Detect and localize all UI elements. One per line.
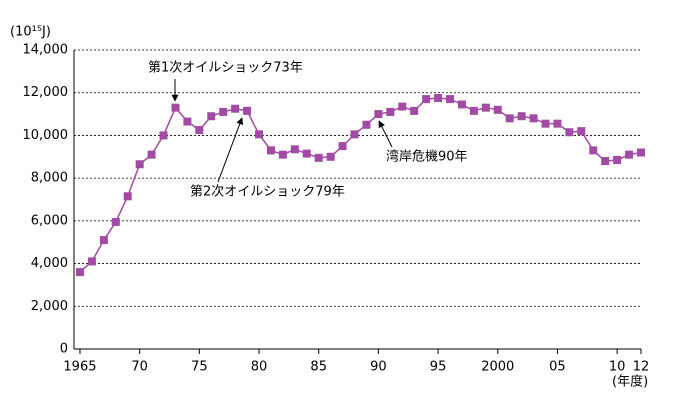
marker	[278, 150, 287, 159]
marker	[243, 106, 252, 115]
marker	[255, 130, 264, 139]
marker	[266, 146, 275, 155]
marker	[577, 127, 586, 136]
marker	[183, 117, 192, 126]
arrow	[217, 117, 244, 183]
marker	[601, 157, 610, 166]
marker	[111, 217, 120, 226]
marker	[386, 107, 395, 116]
y-tick-label: 12,000	[23, 85, 69, 100]
marker	[469, 106, 478, 115]
marker	[481, 103, 490, 112]
marker	[326, 152, 335, 161]
marker	[159, 131, 168, 140]
x-tick-label: 12	[633, 360, 650, 375]
x-tick-label: 85	[310, 360, 327, 375]
marker	[207, 112, 216, 121]
x-tick-label: 05	[549, 360, 566, 375]
marker	[422, 95, 431, 104]
marker	[565, 128, 574, 137]
marker	[637, 148, 645, 157]
marker	[231, 104, 240, 113]
marker	[302, 149, 311, 158]
annotation: 第1次オイルショック73年	[148, 60, 303, 76]
x-tick-label: 80	[251, 360, 268, 375]
marker	[135, 160, 144, 169]
marker	[374, 110, 383, 119]
y-unit-label: (10¹⁵J)	[10, 25, 51, 40]
marker	[398, 102, 407, 111]
marker	[529, 114, 538, 123]
marker	[195, 126, 204, 135]
x-tick-label: 1965	[63, 360, 96, 375]
marker	[553, 119, 562, 128]
x-unit-label: (年度)	[612, 374, 648, 390]
x-tick-label: 90	[370, 360, 387, 375]
marker	[434, 94, 443, 103]
marker	[99, 236, 108, 245]
y-tick-label: 0	[60, 342, 68, 357]
marker	[171, 103, 180, 112]
marker	[589, 146, 598, 155]
marker	[457, 100, 466, 109]
marker	[541, 119, 550, 128]
marker	[87, 257, 96, 266]
marker	[123, 192, 132, 201]
marker	[219, 107, 228, 116]
arrow	[378, 120, 393, 148]
marker	[147, 150, 156, 159]
marker	[517, 112, 526, 121]
marker	[493, 105, 502, 114]
x-tick-label: 10	[609, 360, 626, 375]
marker	[338, 142, 347, 151]
x-tick-label: 95	[430, 360, 447, 375]
y-tick-label: 2,000	[31, 299, 68, 314]
annotation: 湾岸危機90年	[386, 149, 468, 165]
marker	[362, 120, 371, 129]
y-tick-label: 10,000	[23, 128, 69, 143]
y-tick-label: 8,000	[31, 171, 68, 186]
marker	[314, 153, 323, 162]
marker	[290, 145, 299, 154]
marker	[75, 268, 84, 277]
marker	[446, 95, 455, 104]
y-tick-label: 14,000	[23, 43, 69, 58]
x-tick-label: 70	[131, 360, 148, 375]
marker	[505, 114, 514, 123]
marker	[613, 155, 622, 164]
annotation: 第2次オイルショック79年	[190, 184, 345, 200]
y-tick-label: 6,000	[31, 213, 68, 228]
marker	[410, 106, 419, 115]
x-tick-label: 75	[191, 360, 208, 375]
y-tick-label: 4,000	[31, 256, 68, 271]
x-tick-label: 2000	[481, 360, 514, 375]
marker	[625, 150, 634, 159]
marker	[350, 130, 359, 139]
